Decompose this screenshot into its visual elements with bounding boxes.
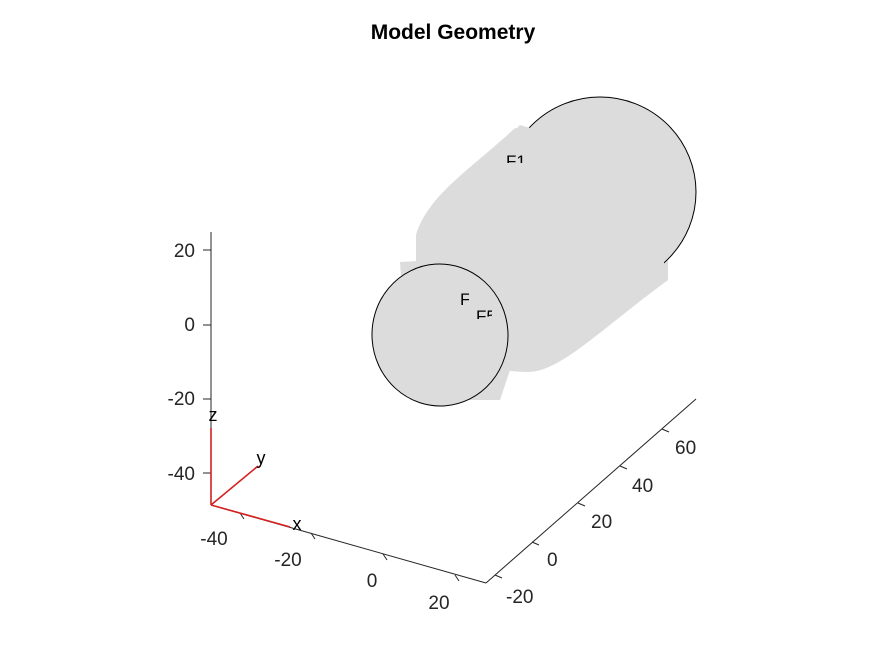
y-tick-label: 40 xyxy=(632,476,653,497)
triad-x-arrow xyxy=(210,504,291,528)
orientation-triad: z y x xyxy=(209,405,302,534)
y-tick-mark xyxy=(619,465,628,470)
y-tick-label: 20 xyxy=(591,512,612,533)
triad-x-label: x xyxy=(293,514,302,534)
face-label-back: F1 xyxy=(506,152,526,171)
x-tick-mark xyxy=(382,553,388,561)
x-tick-label: -40 xyxy=(200,529,227,550)
front-end-cap xyxy=(371,263,509,407)
y-tick-label: 0 xyxy=(547,550,558,571)
triad-z-label: z xyxy=(209,405,218,425)
face-label-front-inner: F5 xyxy=(476,307,496,326)
y-tick-mark xyxy=(531,541,540,546)
z-tick-label: 20 xyxy=(174,241,195,262)
model-geometry: F1 F6 F5 xyxy=(371,96,697,407)
z-tick-label: 0 xyxy=(184,315,195,336)
y-tick-label: 60 xyxy=(675,438,696,459)
y-tick-mark xyxy=(661,428,670,433)
z-tick-label: -40 xyxy=(168,464,195,485)
y-tick-mark xyxy=(494,574,503,579)
x-tick-mark xyxy=(454,574,460,582)
x-tick-label: 0 xyxy=(367,571,378,592)
z-tick-label: -20 xyxy=(168,389,195,410)
x-tick-label: -20 xyxy=(274,550,301,571)
triad-y-label: y xyxy=(257,448,266,468)
x-tick-mark xyxy=(310,532,316,540)
triad-y-arrow xyxy=(210,465,259,506)
y-tick-mark xyxy=(577,502,586,507)
face-label-front: F6 xyxy=(460,290,480,309)
y-axis: -20 0 20 40 60 xyxy=(485,398,697,608)
figure-title: Model Geometry xyxy=(371,21,536,44)
y-axis-line xyxy=(485,398,697,584)
z-axis: 20 0 -20 -40 xyxy=(168,232,212,505)
x-tick-label: 20 xyxy=(428,593,449,614)
y-tick-label: -20 xyxy=(506,587,533,608)
